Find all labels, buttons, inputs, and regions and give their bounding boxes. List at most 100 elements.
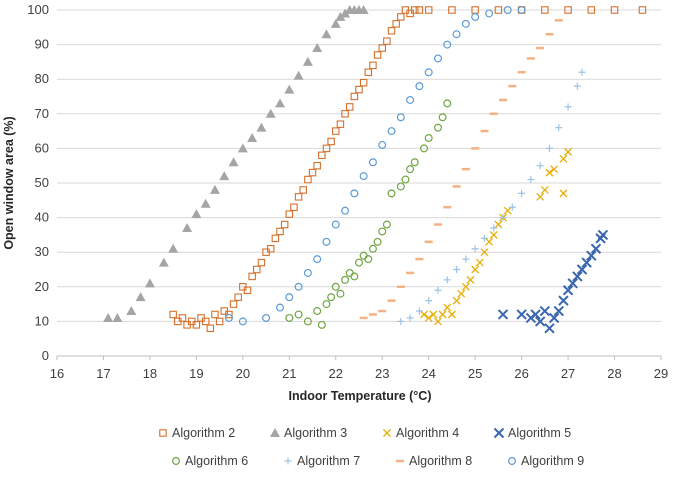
x-tick-label-18: 18 [143, 366, 157, 381]
legend: Algorithm 2 Algorithm 3 Algorithm 4 Algorit… [159, 426, 584, 468]
data-point [564, 103, 572, 111]
data-point [415, 307, 423, 315]
data-point [471, 12, 480, 21]
data-point [276, 303, 285, 312]
data-point [308, 168, 317, 177]
data-point [285, 293, 294, 302]
legend-label: Algorithm 6 [185, 454, 248, 468]
data-point [457, 289, 466, 298]
data-point [285, 313, 294, 322]
data-point [257, 258, 266, 267]
data-point [597, 229, 609, 241]
data-point [638, 6, 647, 14]
data-point [578, 68, 586, 76]
legend-item-5: Algorithm 6 [172, 454, 248, 468]
data-point [369, 61, 377, 70]
legend-label: Algorithm 3 [284, 426, 347, 440]
data-point [332, 127, 340, 135]
legend-label: Algorithm 8 [409, 454, 472, 468]
data-point [555, 124, 563, 132]
data-point [424, 134, 433, 143]
data-point [304, 175, 312, 184]
y-tick-label-50: 50 [35, 175, 49, 190]
tick-labels: 0 10 20 30 40 50 60 70 80 90 100 16 17 18 19 20 21 22 23 24… [27, 2, 668, 381]
data-point [331, 220, 340, 229]
data-point [406, 165, 415, 174]
data-point [443, 99, 452, 108]
legend-marker [270, 428, 280, 437]
data-point [485, 9, 494, 18]
legend-item-6: Algorithm 7 [284, 454, 360, 468]
data-point [503, 206, 512, 215]
data-point [228, 157, 239, 167]
data-point [378, 227, 387, 236]
data-point [256, 122, 267, 132]
data-point [248, 272, 256, 281]
data-point [401, 175, 410, 184]
data-point [276, 227, 284, 236]
data-point [534, 316, 546, 327]
data-point [420, 310, 429, 319]
data-point [453, 266, 461, 273]
data-point [359, 78, 368, 87]
data-point [299, 186, 307, 194]
data-point [530, 309, 541, 320]
data-point [387, 127, 396, 136]
data-point [266, 244, 275, 253]
data-point [112, 312, 123, 322]
data-point [103, 312, 114, 322]
data-point [368, 244, 377, 253]
data-point [518, 189, 526, 197]
x-tick-label-25: 25 [468, 366, 482, 381]
data-point [294, 310, 303, 319]
series-4 [497, 229, 609, 334]
data-point [341, 206, 350, 215]
data-point [285, 210, 294, 218]
y-tick-label-60: 60 [35, 140, 49, 155]
data-point [471, 265, 480, 274]
series-5 [285, 99, 452, 329]
data-point [330, 18, 341, 28]
data-point [290, 203, 298, 211]
legend-label: Algorithm 4 [396, 426, 459, 440]
data-point [461, 19, 470, 28]
data-point [420, 144, 429, 153]
data-point [368, 158, 377, 167]
legend-marker [508, 457, 517, 466]
data-point [544, 323, 555, 334]
data-point [247, 133, 258, 143]
data-point [201, 317, 210, 326]
data-point [443, 40, 452, 49]
data-point [415, 82, 424, 91]
data-point [480, 248, 489, 257]
data-point [169, 310, 177, 319]
data-point [564, 6, 572, 14]
data-point [168, 243, 179, 253]
data-point [581, 257, 592, 268]
data-point [466, 275, 475, 284]
data-point [327, 137, 335, 146]
x-tick-label-23: 23 [375, 366, 389, 381]
y-tick-label-90: 90 [35, 37, 49, 52]
data-point [503, 5, 512, 15]
data-point [564, 147, 573, 156]
data-point [559, 154, 568, 163]
data-point [318, 151, 326, 160]
legend-label: Algorithm 5 [508, 426, 571, 440]
data-point [355, 258, 364, 267]
data-point [382, 220, 391, 229]
data-point [490, 224, 498, 232]
data-point [424, 6, 433, 14]
data-point [397, 13, 405, 21]
data-point [590, 243, 602, 254]
y-tick-label-70: 70 [35, 106, 49, 121]
data-point [586, 250, 597, 261]
data-point [573, 82, 581, 90]
data-point [392, 20, 400, 28]
x-tick-label-22: 22 [329, 366, 343, 381]
data-point [144, 278, 155, 288]
data-point [378, 44, 386, 52]
legend-marker [159, 429, 167, 437]
data-point [447, 310, 456, 319]
legend-item-3: Algorithm 4 [383, 426, 459, 440]
